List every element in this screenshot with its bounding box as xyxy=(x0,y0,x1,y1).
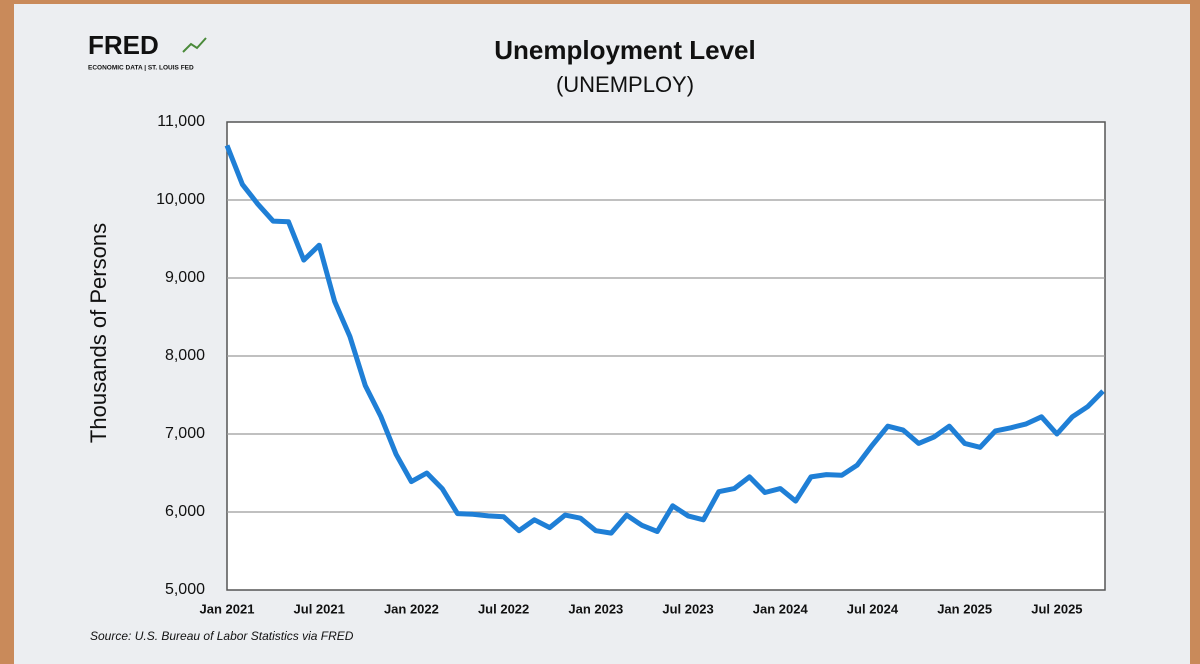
x-tick-label: Jan 2022 xyxy=(384,601,439,616)
x-tick-label: Jul 2024 xyxy=(847,601,899,616)
logo: FRED xyxy=(88,30,159,60)
chart-subtitle: (UNEMPLOY) xyxy=(556,72,694,97)
y-tick-label: 8,000 xyxy=(165,347,205,364)
y-tick-label: 5,000 xyxy=(165,581,205,598)
x-tick-label: Jan 2024 xyxy=(753,601,809,616)
data-line xyxy=(224,144,1105,536)
y-tick-label: 6,000 xyxy=(165,503,205,520)
x-tick-label: Jan 2021 xyxy=(200,601,255,616)
y-tick-label: 11,000 xyxy=(157,113,205,130)
x-tick-label: Jan 2025 xyxy=(937,601,992,616)
source-note: Source: U.S. Bureau of Labor Statistics … xyxy=(90,629,354,643)
logo-tagline: ECONOMIC DATA | ST. LOUIS FED xyxy=(88,65,194,72)
y-axis-label: Thousands of Persons xyxy=(86,223,111,443)
x-tick-label: Jul 2025 xyxy=(1031,601,1082,616)
chart-title: Unemployment Level xyxy=(494,35,756,65)
x-tick-label: Jul 2023 xyxy=(662,601,713,616)
x-tick-label: Jul 2022 xyxy=(478,601,529,616)
y-tick-label: 9,000 xyxy=(165,269,205,286)
x-tick-label: Jul 2021 xyxy=(294,601,345,616)
logo-icon xyxy=(182,37,207,53)
x-tick-label: Jan 2023 xyxy=(568,601,623,616)
y-tick-label: 10,000 xyxy=(156,191,205,208)
y-tick-label: 7,000 xyxy=(165,425,205,442)
